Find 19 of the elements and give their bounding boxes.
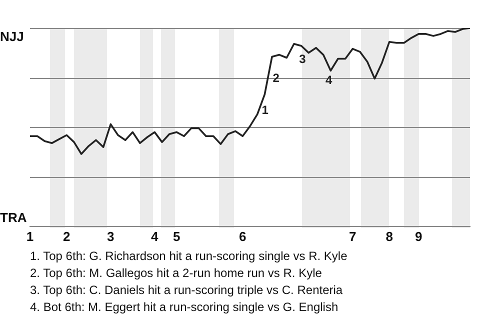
annotation: 4 — [326, 73, 332, 87]
annotation: 2 — [272, 71, 280, 85]
x-tick-label: 4 — [151, 228, 160, 244]
text: 1. Top 6th: G. Richardson hit a run-scoring single vs R. Kyle — [30, 248, 348, 265]
x-tick-label: 5 — [173, 228, 180, 244]
text: 4. Bot 6th: M. Eggert hit a run-scoring single vs G. English — [30, 299, 340, 316]
x-tick-label: 1 — [26, 228, 34, 244]
text: 2. Top 6th: M. Gallegos hit a 2-run home run vs R. Kyle — [30, 265, 323, 282]
text: 3. Top 6th: C. Daniels hit a run-scoring triple vs C. Renteria — [30, 282, 344, 299]
text: TRA — [0, 210, 28, 225]
text: NJJ — [0, 29, 25, 44]
annotation: 1 — [262, 103, 268, 117]
x-tick-label: 9 — [415, 228, 422, 244]
annotation: 3 — [299, 52, 306, 66]
x-tick-label: 2 — [63, 228, 70, 244]
x-tick-label: 7 — [349, 228, 356, 244]
x-tick-label: 3 — [107, 228, 114, 244]
x-tick-label: 6 — [239, 228, 246, 244]
x-tick-label: 8 — [386, 228, 393, 244]
